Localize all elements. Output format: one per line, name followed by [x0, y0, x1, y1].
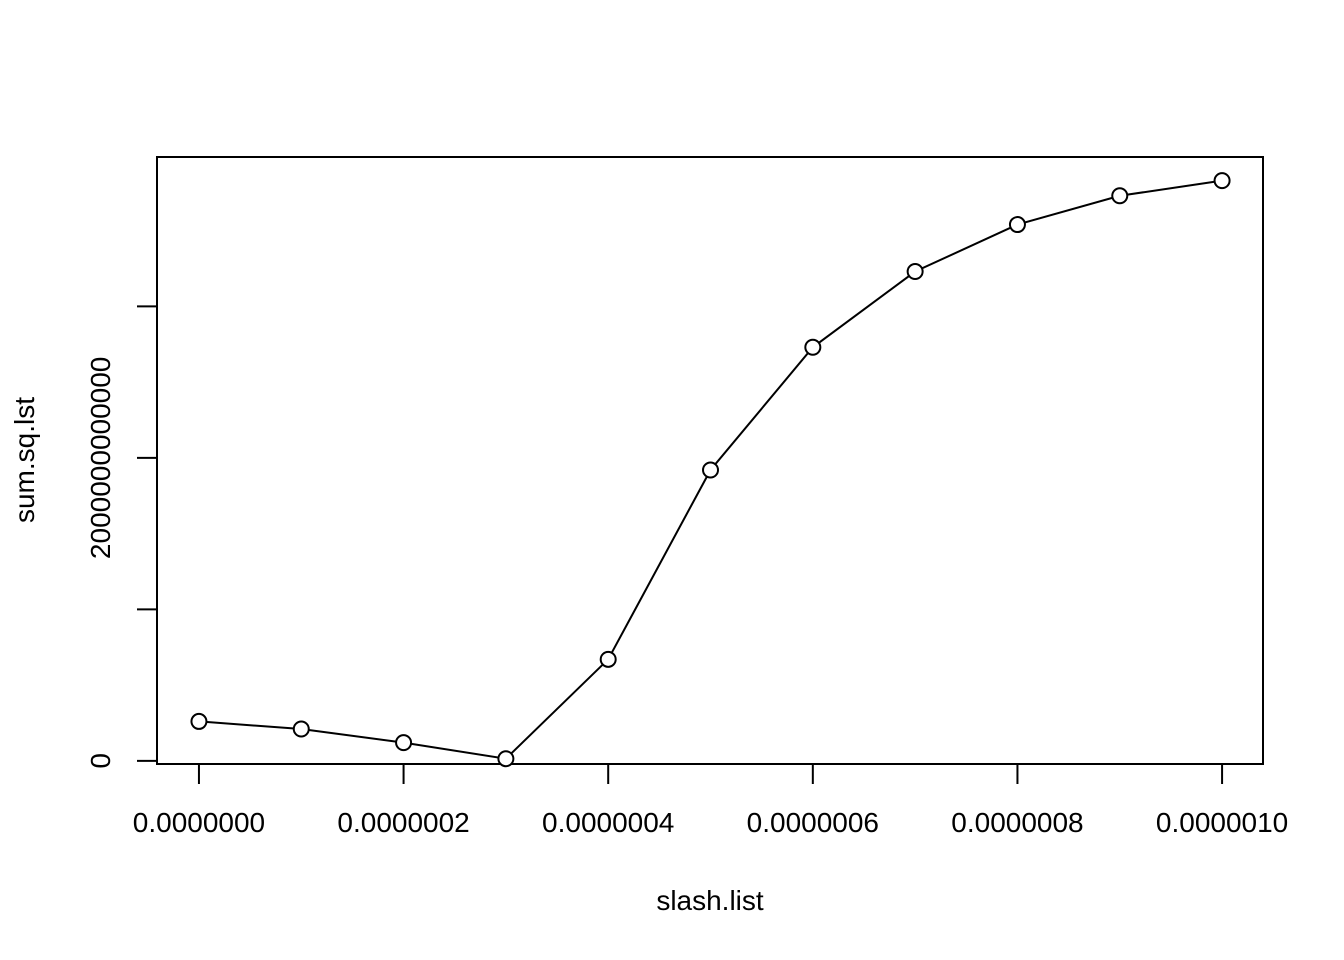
data-point	[1008, 216, 1026, 234]
data-point	[599, 650, 617, 668]
plot-box	[156, 156, 1264, 765]
data-point	[292, 720, 310, 738]
data-point	[497, 750, 515, 768]
data-point	[1111, 187, 1129, 205]
x-tick-label: 0.0000008	[951, 807, 1083, 838]
data-point	[906, 263, 924, 281]
x-tick-label: 0.0000006	[747, 807, 879, 838]
y-tick-label: 2000000000000	[85, 357, 116, 559]
data-point	[190, 712, 208, 730]
y-axis-title: sum.sq.lst	[9, 397, 40, 523]
data-point	[804, 338, 822, 356]
data-point	[1213, 172, 1231, 190]
x-tick-label: 0.0000004	[542, 807, 674, 838]
x-tick-label: 0.0000000	[133, 807, 265, 838]
x-tick-label: 0.0000002	[337, 807, 469, 838]
y-tick-label: 0	[85, 753, 116, 769]
x-axis-title: slash.list	[656, 885, 764, 916]
data-point	[702, 461, 720, 479]
data-point	[395, 734, 413, 752]
x-tick-label: 0.0000010	[1156, 807, 1288, 838]
